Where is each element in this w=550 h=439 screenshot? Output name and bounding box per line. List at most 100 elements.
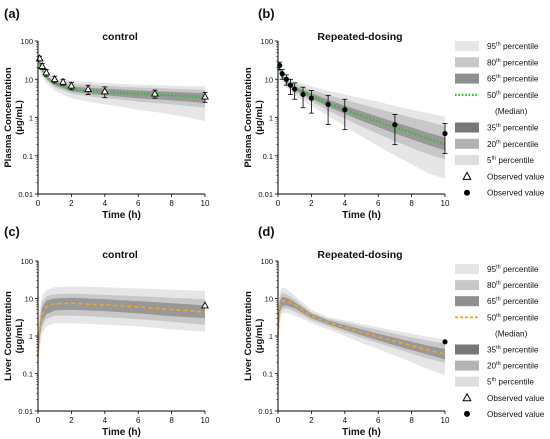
median-line — [37, 302, 206, 357]
x-tick-label: 2 — [69, 416, 74, 425]
x-tick-label: 4 — [103, 416, 108, 425]
chart-title: control — [102, 249, 138, 261]
legend-label-rest: percentile — [501, 362, 539, 371]
legend-triangle-marker — [462, 171, 472, 180]
x-tick-label: 6 — [136, 199, 141, 208]
y-tick-label: 0.1 — [23, 152, 33, 161]
observed-point-triangle — [67, 81, 76, 89]
legend-label-main: 20 — [487, 140, 497, 149]
legend-label-sup: th — [496, 58, 501, 64]
legend-label-rest: percentile — [501, 42, 539, 51]
x-tick-label: 8 — [409, 199, 414, 208]
legend-swatch — [455, 296, 479, 307]
legend-label-rest: percentile — [501, 265, 539, 274]
chart-panel-1: (a) control 0.01 0.1 1 10 100 0 2 4 6 8 10 Time (h) Pl… — [3, 6, 210, 221]
legend-label: Observed value — [487, 410, 545, 419]
y-tick-label: 10 — [265, 295, 273, 304]
legend-label-rest: percentile — [501, 91, 539, 100]
legend-label-main: 65 — [487, 75, 497, 84]
legend-triangle-marker — [462, 392, 472, 402]
observed-point-circle — [392, 122, 398, 128]
legend-label: 50th percentile — [487, 313, 539, 323]
legend-label-sup: th — [492, 156, 497, 162]
observed-point-circle — [442, 130, 448, 137]
x-tick-label: 4 — [343, 416, 348, 425]
y-axis-label: Liver Concentration — [243, 291, 254, 381]
observed-point-triangle — [201, 92, 209, 100]
legend-label: 80th percentile — [487, 58, 539, 68]
observed-point-triangle — [201, 301, 209, 309]
legend-label-main: (Median) — [495, 329, 528, 338]
legend-swatch — [455, 360, 479, 371]
legend-swatch — [455, 264, 479, 274]
legend-swatch — [455, 41, 479, 51]
median-line — [37, 60, 206, 99]
legend-label-sup: th — [496, 345, 501, 351]
x-tick-label: 10 — [441, 199, 450, 208]
legend-label: 20th percentile — [487, 361, 539, 371]
legend-swatch — [455, 122, 479, 133]
legend-label-sup: th — [496, 42, 501, 48]
panel-label: (a) — [4, 6, 20, 21]
legend-label: 95th percentile — [487, 265, 539, 275]
x-tick-label: 10 — [201, 416, 210, 425]
legend-label-main: 35 — [487, 346, 497, 355]
legend-label: Observed value — [487, 172, 545, 181]
y-tick-label: 1 — [29, 332, 33, 341]
y-tick-label: 10 — [25, 295, 33, 304]
legend-label-sup: th — [492, 377, 497, 383]
observed-point-triangle — [84, 84, 93, 93]
observed-point-triangle — [50, 74, 59, 83]
legend-label-sup: th — [496, 139, 501, 145]
observed-point-circle — [442, 339, 448, 345]
legend-label-rest: percentile — [501, 124, 539, 133]
legend-label-main: Observed value — [487, 410, 545, 419]
legend-circle-marker — [464, 189, 470, 196]
legend-label-sup: th — [496, 297, 501, 303]
legend-label: 80th percentile — [487, 281, 539, 291]
legend-label-main: 20 — [487, 362, 497, 371]
x-tick-label: 2 — [309, 416, 314, 425]
legend-label-rest: percentile — [501, 281, 539, 290]
x-tick-label: 4 — [103, 199, 108, 208]
x-tick-label: 6 — [376, 199, 381, 208]
median-line — [277, 299, 446, 355]
legend-label-main: 95 — [487, 265, 497, 274]
x-axis-label: Time (h) — [102, 427, 141, 438]
x-axis-label: Time (h) — [342, 427, 381, 438]
y-tick-label: 100 — [260, 257, 273, 266]
y-tick-label: 0.1 — [23, 370, 33, 379]
legend-label-sup: th — [496, 313, 501, 319]
legend-label-main: 35 — [487, 124, 497, 133]
legend-swatch — [455, 155, 479, 166]
panel-label: (d) — [258, 224, 275, 239]
chart-title: Repeated-dosing — [317, 249, 402, 261]
y-tick-label: 10 — [25, 75, 33, 84]
observed-point-triangle — [59, 77, 68, 85]
y-tick-label: 100 — [20, 257, 33, 266]
x-axis-label: Time (h) — [342, 210, 381, 221]
chart-title: control — [102, 31, 138, 43]
observed-point-circle — [342, 107, 348, 113]
legend-circle-marker — [464, 410, 470, 417]
observed-point-triangle — [150, 89, 159, 97]
y-tick-label: 0.1 — [263, 152, 273, 161]
observed-point-circle — [279, 71, 285, 77]
legend-label-rest: percentile — [501, 313, 539, 322]
legend-label-main: 50 — [487, 313, 497, 322]
x-tick-label: 2 — [69, 199, 74, 208]
legend-label-main: Observed value — [487, 172, 545, 181]
legend-swatch — [455, 138, 479, 149]
legend-label-main: (Median) — [495, 107, 528, 116]
legend-label-rest: percentile — [496, 378, 534, 387]
legend-label: 5th percentile — [487, 156, 534, 166]
legend-label: (Median) — [495, 107, 528, 116]
y-tick-label: 1 — [269, 114, 273, 123]
y-tick-label: 10 — [265, 75, 273, 84]
legend-label: 50th percentile — [487, 90, 539, 100]
legend-label-sup: th — [496, 123, 501, 129]
x-tick-label: 0 — [36, 416, 41, 425]
legend-label-sup: th — [496, 265, 501, 271]
x-axis-label: Time (h) — [102, 210, 141, 221]
